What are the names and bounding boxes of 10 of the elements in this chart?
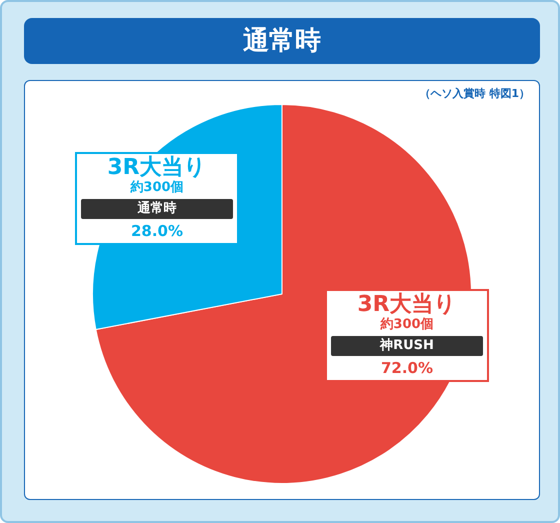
data-label: 28.0% bbox=[130, 222, 184, 240]
data-label: 72.0% bbox=[380, 359, 434, 377]
text: 3R大当り bbox=[106, 155, 208, 180]
text: 約300個 bbox=[379, 317, 435, 333]
text: 3R大当り bbox=[356, 292, 458, 317]
text: 約300個 bbox=[129, 180, 185, 196]
chart-title: 通常時 bbox=[24, 18, 540, 64]
slice-label: 通常時 bbox=[81, 199, 233, 219]
slice-label: 神RUSH bbox=[331, 336, 483, 356]
chart-subtitle: （ヘソ入賞時 特図1） bbox=[420, 86, 530, 101]
